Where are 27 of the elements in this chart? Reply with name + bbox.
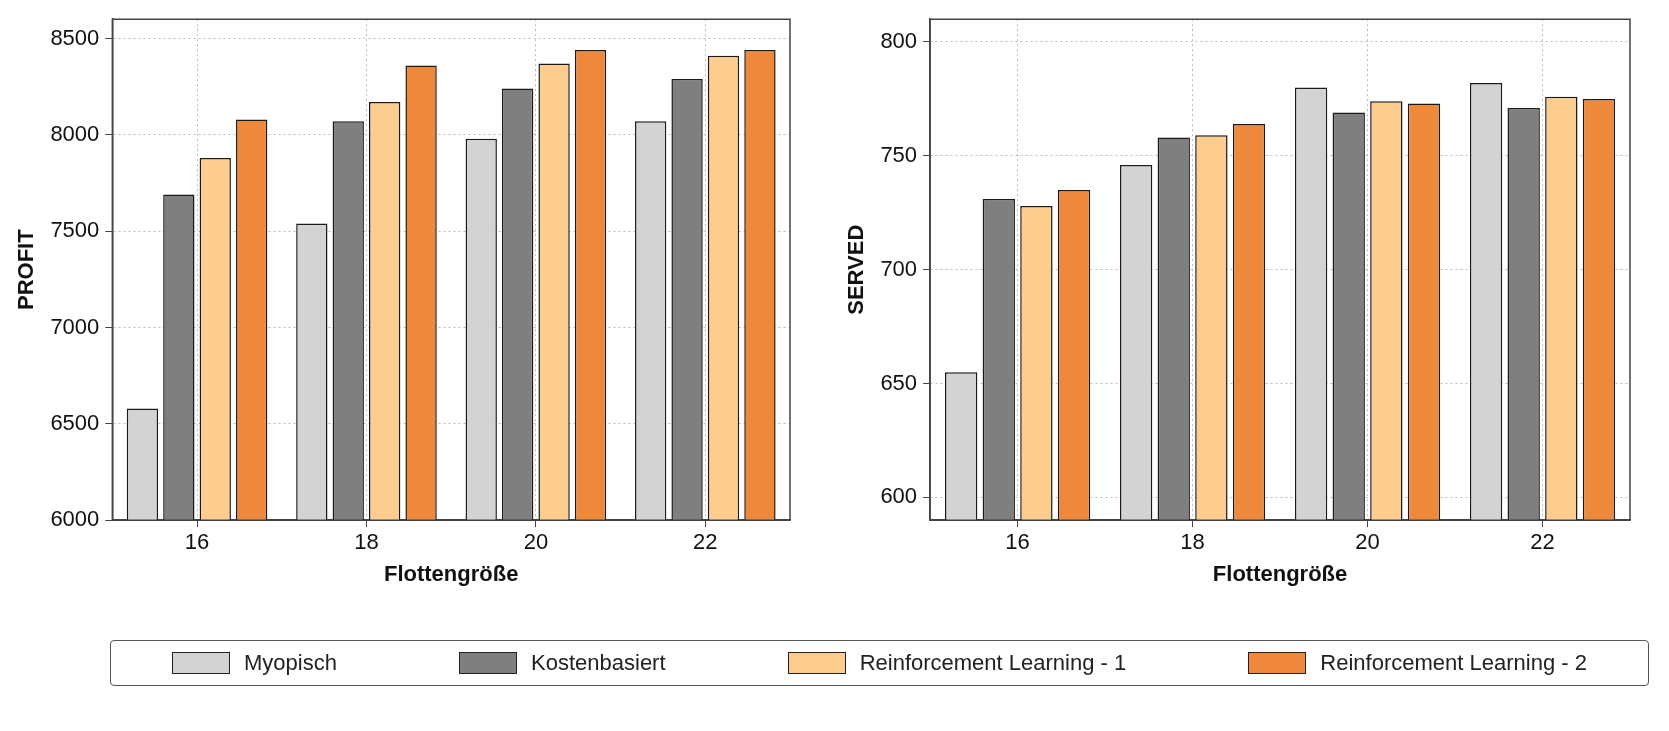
- y-tick-label: 6500: [50, 409, 100, 435]
- x-tick-label: 22: [1530, 529, 1555, 555]
- y-axis-title: PROFIT: [13, 228, 39, 311]
- legend-label: Kostenbasiert: [531, 650, 666, 676]
- x-axis-title: Flottengröße: [1212, 560, 1348, 586]
- y-tick-label: 7500: [50, 217, 100, 243]
- x-tick-label: 16: [1005, 529, 1030, 555]
- y-tick-label: 8000: [50, 120, 100, 146]
- x-tick-label: 18: [1180, 529, 1205, 555]
- y-tick-label: 600: [880, 483, 918, 509]
- y-tick-label: 8500: [50, 24, 100, 50]
- y-tick-label: 700: [880, 255, 918, 281]
- y-axis-title: SERVED: [843, 224, 869, 315]
- y-tick-label: 650: [880, 369, 918, 395]
- legend-label: Reinforcement Learning - 1: [859, 650, 1127, 676]
- x-tick-label: 20: [1355, 529, 1380, 555]
- x-tick-label: 22: [693, 529, 718, 555]
- legend-label: Myopisch: [244, 650, 337, 676]
- x-tick-label: 20: [523, 529, 549, 555]
- legend-label: Reinforcement Learning - 2: [1320, 650, 1587, 676]
- y-tick-label: 6000: [50, 506, 100, 532]
- y-tick-label: 7000: [50, 313, 100, 339]
- x-axis-title: Flottengröße: [383, 560, 519, 586]
- x-tick-label: 18: [354, 529, 379, 555]
- y-tick-label: 800: [880, 28, 918, 54]
- x-tick-label: 16: [184, 529, 210, 555]
- y-tick-label: 750: [880, 141, 918, 167]
